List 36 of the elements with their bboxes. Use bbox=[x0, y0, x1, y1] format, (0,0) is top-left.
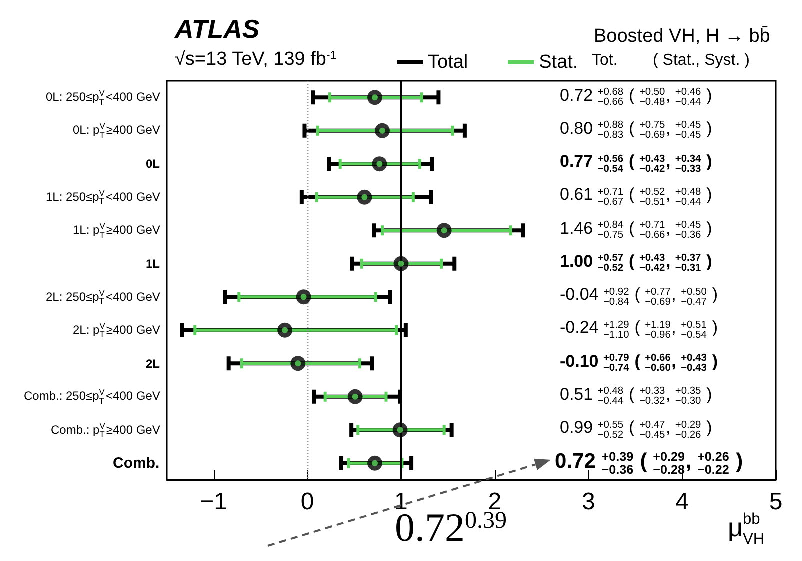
text: 0.72 $^{+0.68}$$_{−0.66}$ ( $^{+0.50}$$_{−0.48}$, $^{+0.46}$$_{−0.44}$ ) bbox=[560, 86, 712, 108]
text: 1.46 $^{+0.84}$$_{−0.75}$ ( $^{+0.71}$$_{−0.66}$, $^{+0.45}$$_{−0.36}$ ) bbox=[560, 218, 712, 242]
x-tick-label: −1 bbox=[200, 488, 228, 516]
legend-label: Total bbox=[428, 52, 468, 73]
y-tick-label: 2L: p$^{V}$$_{T}$≥400 GeV bbox=[73, 320, 160, 340]
y-tick-label: 2L bbox=[146, 356, 160, 371]
text: -0.04 $^{+0.92}$$_{−0.84}$ ( $^{+0.77}$$_{−0.69}$, $^{+0.50}$$_{−0.47}$ ) bbox=[560, 285, 718, 308]
y-tick-label: 1L: p$^{V}$$_{T}$≥400 GeV bbox=[73, 221, 160, 240]
chart-title: ATLAS bbox=[175, 14, 260, 44]
text: 0.51 $^{+0.48}$$_{−0.44}$ ( $^{+0.33}$$_{−0.32}$, $^{+0.35}$$_{−0.30}$ ) bbox=[560, 384, 712, 408]
y-tick-label: Comb. bbox=[113, 454, 160, 472]
x-tick-label: 3 bbox=[582, 488, 596, 516]
x-tick-label: 4 bbox=[676, 488, 689, 516]
text: Tot. bbox=[592, 52, 618, 69]
text: 0.80 $^{+0.88}$$_{−0.83}$ ( $^{+0.75}$$_{−0.69}$, $^{+0.45}$$_{−0.45}$ ) bbox=[560, 118, 712, 142]
text: -0.10 $^{+0.79}$$_{−0.74}$ ( $^{+0.66}$$_{−0.60}$, $^{+0.43}$$_{−0.43}$ ) bbox=[560, 352, 718, 374]
y-tick-label: 2L: 250≤p$^{V}$$_{T}$<400 GeV bbox=[46, 288, 160, 306]
x-tick-label: 0 bbox=[300, 488, 314, 516]
text: 0.61 $^{+0.71}$$_{−0.67}$ ( $^{+0.52}$$_{−0.51}$, $^{+0.48}$$_{−0.44}$ ) bbox=[560, 185, 712, 208]
x-tick-label: 5 bbox=[769, 488, 783, 516]
y-tick-label: 1L bbox=[146, 256, 160, 271]
text: 0.72 $^{+0.39}$$_{−0.36}$ ( $^{+0.29}$$_{−0.28}$, $^{+0.26}$$_{−0.22}$ ) bbox=[555, 450, 744, 477]
text: 0.99 $^{+0.55}$$_{−0.52}$ ( $^{+0.47}$$_{−0.45}$, $^{+0.29}$$_{−0.26}$ ) bbox=[560, 418, 712, 441]
text: ( Stat., Syst. ) bbox=[653, 52, 750, 69]
y-tick-label: 0L bbox=[146, 157, 160, 172]
y-tick-label: 0L: p$^{V}$$_{T}$≥400 GeV bbox=[73, 121, 160, 140]
legend-label: Stat. bbox=[539, 52, 578, 73]
text: -0.24 $^{+1.29}$$_{−1.10}$ ( $^{+1.19}$$_{−0.96}$, $^{+0.51}$$_{−0.54}$ ) bbox=[560, 318, 718, 341]
y-tick-label: 0L: 250≤p$^{V}$$_{T}$<400 GeV bbox=[46, 88, 160, 107]
chart-subtitle: √s=13 TeV, 139 fb$^{-1}$ bbox=[175, 49, 338, 70]
text: Boosted VH, H → bb̄ bbox=[594, 26, 770, 47]
y-tick-label: Comb.: 250≤p$^{V}$$_{T}$<400 GeV bbox=[24, 387, 160, 406]
text: 1.00 $^{+0.57}$$_{−0.52}$ ( $^{+0.43}$$_{−0.42}$, $^{+0.37}$$_{−0.31}$ ) bbox=[560, 252, 712, 274]
y-tick-label: Comb.: p$^{V}$$_{T}$≥400 GeV bbox=[51, 420, 160, 440]
text: 0.77 $^{+0.56}$$_{−0.54}$ ( $^{+0.43}$$_{−0.42}$, $^{+0.34}$$_{−0.33}$ ) bbox=[560, 152, 712, 175]
y-tick-label: 1L: 250≤p$^{V}$$_{T}$<400 GeV bbox=[46, 188, 160, 206]
